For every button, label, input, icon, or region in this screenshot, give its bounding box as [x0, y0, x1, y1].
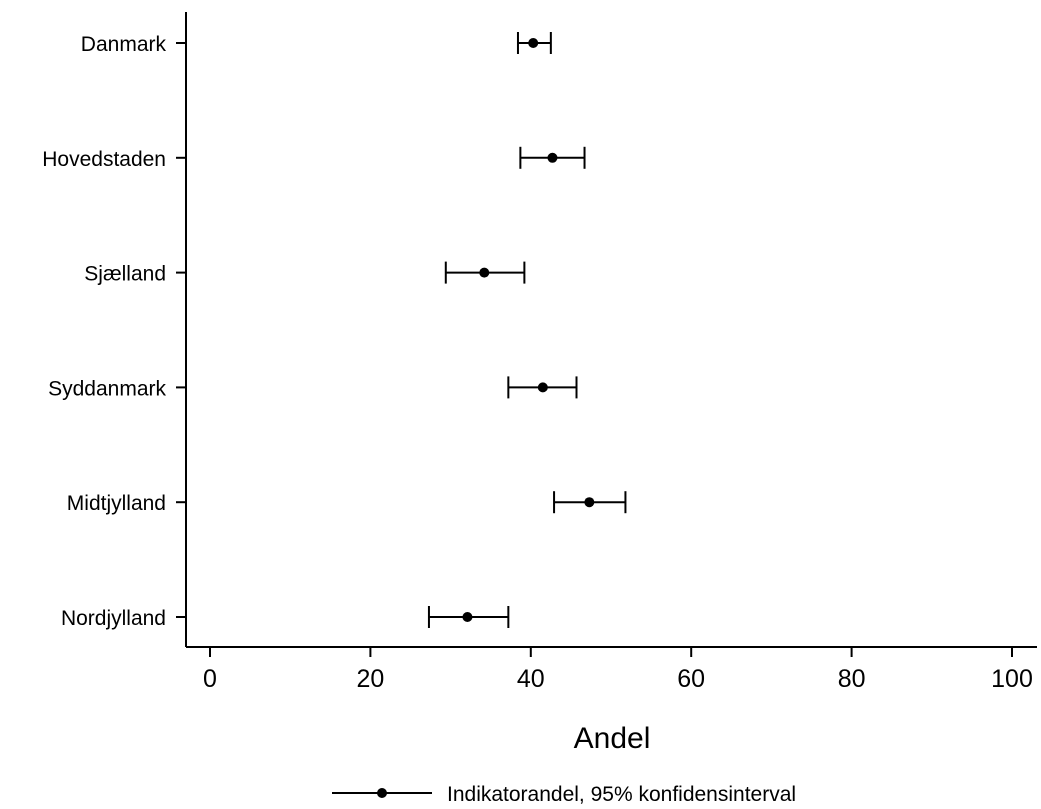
data-point: [584, 497, 595, 508]
data-point: [547, 152, 558, 163]
x-tick-label: 40: [517, 665, 545, 693]
data-point: [537, 382, 548, 393]
y-category-label: Hovedstaden: [42, 148, 166, 171]
y-category-label: Sjælland: [84, 263, 166, 286]
y-category-label: Danmark: [81, 33, 167, 56]
x-tick-label: 20: [356, 665, 384, 693]
data-point: [462, 612, 473, 622]
y-category-label: Nordjylland: [61, 607, 166, 630]
data-point: [479, 267, 490, 278]
y-category-label: Syddanmark: [48, 377, 166, 400]
axes: 0 20 40 60 80 100 Danmark Hovedstaden Sjælland Sy…: [42, 12, 1037, 693]
y-category-label: Midtjylland: [67, 492, 166, 515]
x-tick-label: 60: [677, 665, 705, 693]
legend-marker-swatch: [377, 788, 387, 798]
data-point: [528, 38, 539, 48]
x-tick-label: 80: [838, 665, 866, 693]
data-marks: [427, 32, 627, 628]
legend: Indikatorandel, 95% konfidensinterval: [332, 783, 796, 806]
x-tick-label: 0: [203, 665, 217, 693]
x-axis-title: Andel: [574, 722, 651, 755]
x-tick-label: 100: [991, 665, 1033, 693]
legend-label: Indikatorandel, 95% konfidensinterval: [447, 783, 796, 804]
